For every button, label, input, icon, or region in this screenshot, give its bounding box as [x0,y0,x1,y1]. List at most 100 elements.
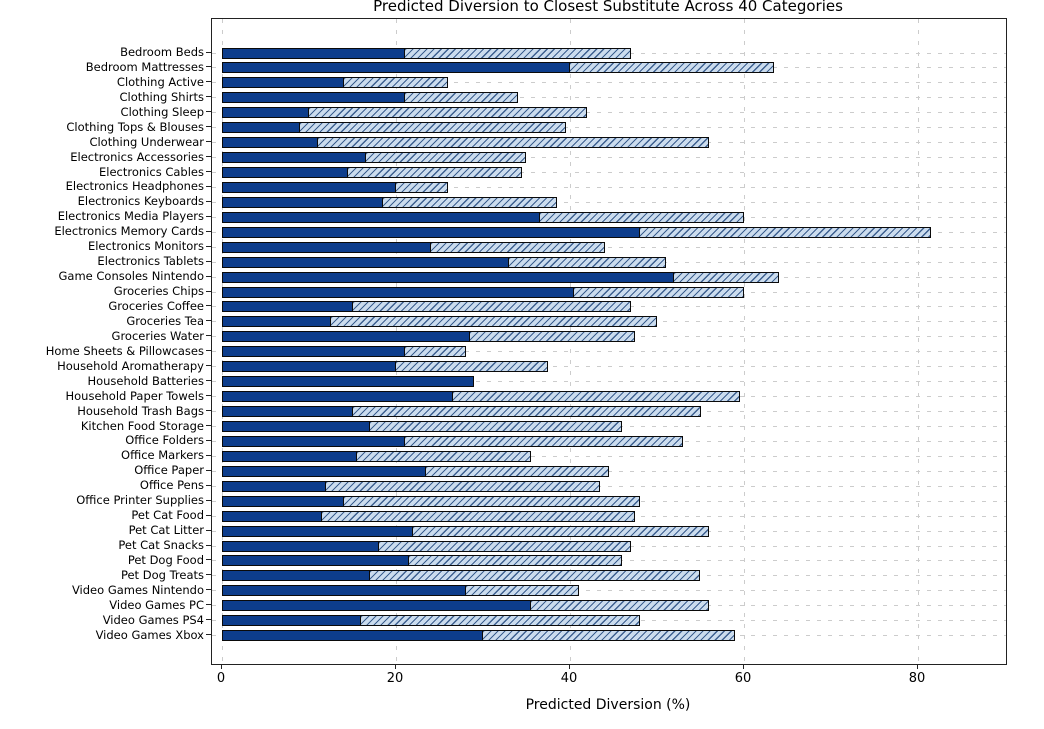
y-tick-mark [206,350,211,352]
bar-segment-solid [222,570,370,582]
y-tick-label: Office Folders [125,433,204,448]
y-tick-mark [206,589,211,591]
bar-segment-solid [222,510,323,522]
y-gridline [212,381,1006,383]
chart-title: Predicted Diversion to Closest Substitut… [373,0,843,15]
y-tick-mark [206,111,211,113]
y-tick-mark [206,141,211,143]
y-gridline [212,186,1006,188]
x-tick-mark [742,664,744,669]
y-tick-mark [206,290,211,292]
bar-segment-solid [222,271,675,283]
bar-segment-solid [222,92,405,104]
x-tick-mark [394,664,396,669]
bar-segment-hatched [381,196,557,208]
y-tick-label: Pet Cat Litter [128,523,204,538]
y-gridline [212,201,1006,203]
bar-segment-hatched [403,47,631,59]
y-tick-label: Clothing Underwear [89,134,204,149]
bar-segment-hatched [368,421,623,432]
y-gridline [212,172,1006,174]
y-tick-label: Electronics Tablets [97,254,204,269]
bar-segment-hatched [403,346,466,358]
y-tick-label: Clothing Shirts [119,89,204,104]
bar-segment-solid [222,346,405,358]
y-tick-mark [206,230,211,232]
bar-segment-solid [222,465,427,477]
y-tick-mark [206,365,211,367]
y-gridline [212,485,1006,487]
bar-segment-hatched [395,361,549,373]
y-tick-mark [206,335,211,337]
bar-segment-hatched [308,107,588,119]
y-tick-mark [206,305,211,307]
y-gridline [212,112,1006,114]
y-tick-label: Pet Cat Food [131,508,204,523]
bar-segment-hatched [316,137,710,149]
y-tick-label: Office Paper [134,463,204,478]
bar-segment-solid [222,256,510,268]
bar-segment-solid [222,331,470,343]
x-gridline [743,19,745,664]
y-tick-mark [206,320,211,322]
bar-segment-hatched [538,211,744,223]
y-tick-label: Groceries Tea [126,313,204,328]
bar-segment-solid [222,406,353,418]
bar-segment-hatched [468,331,636,343]
bar-segment-hatched [425,465,610,477]
y-tick-mark [206,425,211,426]
bar-segment-solid [222,152,366,164]
y-tick-mark [206,380,211,382]
y-gridline [212,590,1006,592]
bar-segment-solid [222,525,414,537]
bar-segment-solid [222,600,531,612]
bar-segment-hatched [464,585,579,597]
y-tick-label: Clothing Tops & Blouses [66,119,204,134]
bar-segment-solid [222,421,370,432]
bar-segment-solid [222,62,570,74]
y-tick-mark [206,260,211,262]
bar-segment-solid [222,286,575,298]
bar-segment-hatched [321,510,636,522]
y-tick-label: Electronics Media Players [57,209,204,224]
bar-segment-solid [222,47,405,59]
x-gridline [917,19,919,664]
y-tick-mark [206,66,211,68]
bar-segment-hatched [351,301,631,313]
bar-segment-solid [222,361,396,373]
y-tick-label: Bedroom Beds [120,45,204,59]
y-tick-label: Household Paper Towels [65,388,204,403]
y-tick-mark [206,245,211,247]
y-tick-mark [206,171,211,173]
y-gridline [212,157,1006,159]
y-tick-mark [206,185,211,187]
y-tick-mark [206,200,211,202]
bar-segment-hatched [360,615,640,627]
y-tick-label: Office Printer Supplies [76,493,204,508]
y-tick-label: Kitchen Food Storage [80,418,204,433]
x-tick-mark [220,664,222,669]
bar-segment-solid [222,196,383,208]
y-tick-label: Electronics Cables [99,164,204,179]
bar-segment-hatched [355,450,531,462]
y-tick-label: Game Consoles Nintendo [58,269,205,284]
y-tick-mark [206,395,211,397]
bar-segment-solid [222,495,344,507]
y-tick-label: Video Games Xbox [95,627,204,642]
y-tick-label: Household Batteries [87,373,204,388]
bar-segment-solid [222,480,327,492]
bar-segment-hatched [412,525,710,537]
bar-segment-hatched [377,540,631,552]
bar-segment-hatched [329,316,657,328]
y-tick-mark [206,275,211,277]
plot-area [211,18,1007,665]
y-gridline [212,455,1006,457]
y-tick-mark [206,96,211,98]
bar-segment-solid [222,226,640,238]
bar-segment-solid [222,540,379,552]
y-tick-mark [206,529,211,531]
y-tick-mark [206,634,211,636]
y-tick-mark [206,410,211,412]
x-tick-label: 40 [560,671,578,686]
